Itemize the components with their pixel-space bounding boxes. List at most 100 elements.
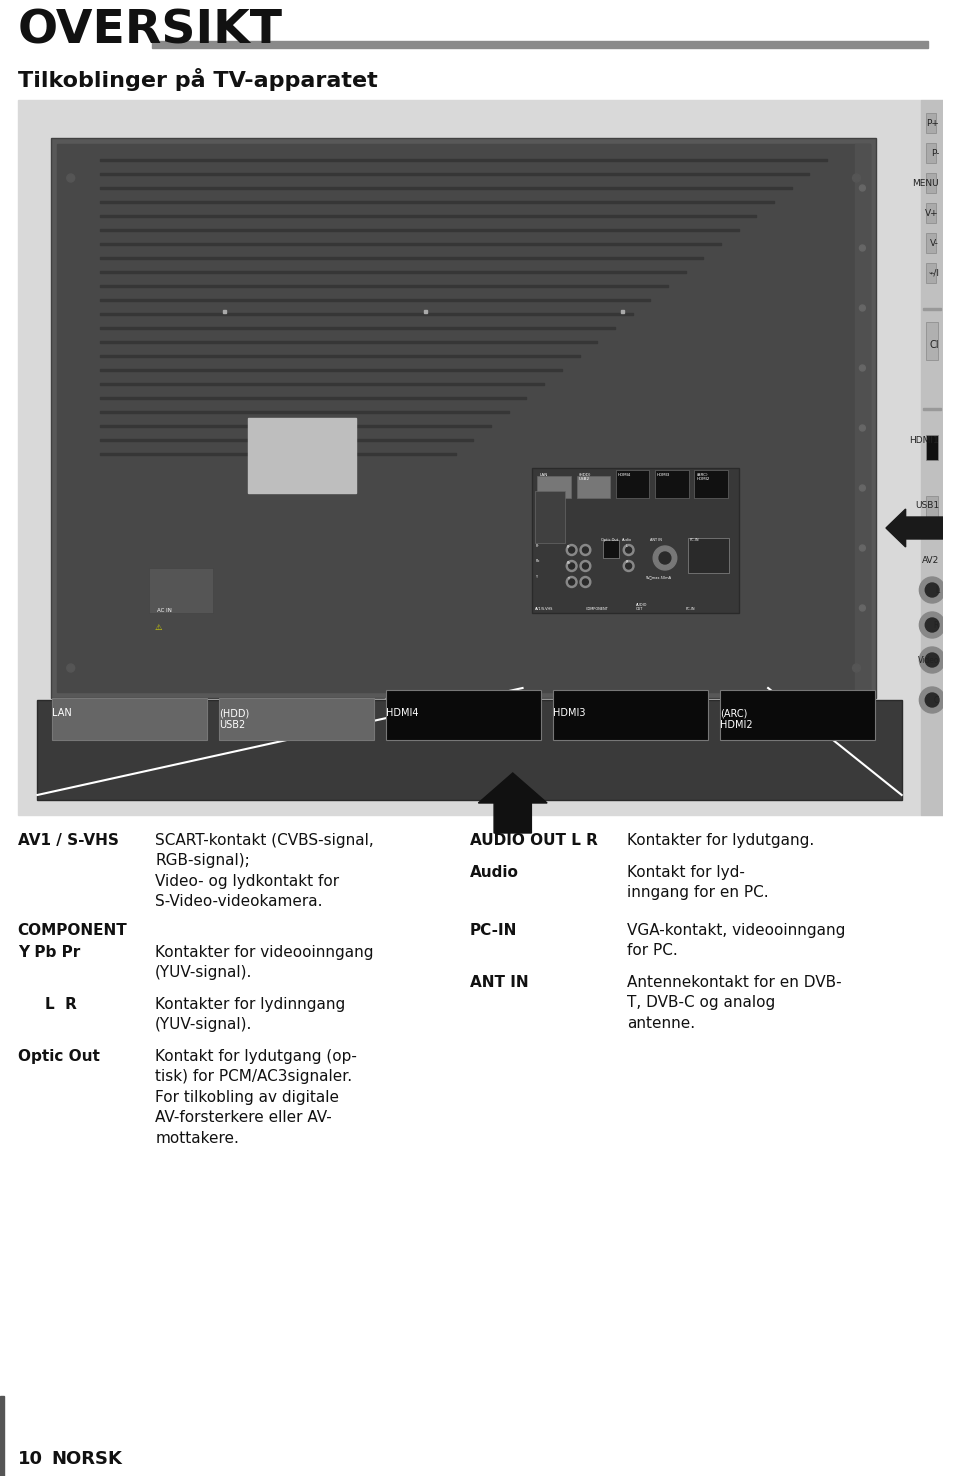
Bar — [100, 242, 721, 245]
Bar — [100, 158, 828, 161]
Circle shape — [566, 545, 577, 555]
Bar — [100, 313, 633, 314]
Bar — [223, 310, 226, 313]
Bar — [153, 41, 928, 49]
Circle shape — [566, 577, 577, 587]
Circle shape — [568, 548, 575, 554]
Bar — [922, 100, 943, 815]
Text: R: R — [626, 559, 628, 564]
Text: Antennekontakt for en DVB-
T, DVB-C og analog
antenne.: Antennekontakt for en DVB- T, DVB-C og a… — [627, 976, 841, 1030]
Text: AV1/S-VHS: AV1/S-VHS — [536, 607, 554, 611]
Text: P-: P- — [930, 149, 939, 158]
Text: ⌁/I: ⌁/I — [928, 269, 939, 277]
Text: 10: 10 — [17, 1449, 42, 1469]
Circle shape — [859, 245, 865, 251]
Text: Y Pb Pr: Y Pb Pr — [17, 945, 80, 959]
Text: ⚠: ⚠ — [155, 623, 161, 632]
Text: OVERSIKT: OVERSIKT — [17, 7, 282, 53]
Circle shape — [925, 694, 939, 707]
Text: Audio: Audio — [469, 865, 518, 880]
Text: ANT IN: ANT IN — [650, 537, 662, 542]
Text: HDMI3: HDMI3 — [553, 708, 586, 717]
Text: V-: V- — [930, 239, 939, 248]
Text: 5V⏜max.50mA: 5V⏜max.50mA — [645, 576, 671, 579]
Text: HDMI1: HDMI1 — [909, 435, 939, 444]
Text: CI: CI — [929, 339, 939, 350]
Bar — [100, 397, 526, 399]
Text: PC-IN: PC-IN — [685, 607, 695, 611]
Bar — [424, 310, 427, 313]
Bar — [616, 469, 649, 497]
Circle shape — [67, 664, 75, 672]
Text: MENU: MENU — [912, 179, 939, 187]
Bar — [926, 173, 936, 193]
Circle shape — [568, 562, 575, 570]
Circle shape — [583, 579, 588, 584]
Circle shape — [859, 306, 865, 311]
Bar — [694, 469, 728, 497]
Bar — [100, 186, 792, 189]
Text: Kontakt for lydutgang (op-
tisk) for PCM/AC3signaler.
For tilkobling av digitale: Kontakt for lydutgang (op- tisk) for PCM… — [156, 1049, 357, 1145]
Text: Pr: Pr — [536, 545, 539, 548]
Bar — [926, 233, 936, 252]
Circle shape — [920, 646, 945, 673]
Bar — [248, 418, 355, 493]
Bar — [100, 257, 704, 258]
Text: AUDIO
OUT: AUDIO OUT — [636, 604, 647, 611]
Bar — [100, 285, 668, 286]
Bar — [603, 540, 619, 558]
Circle shape — [623, 545, 634, 555]
Bar — [100, 201, 774, 204]
Text: Kontakt for lyd-
inngang for en PC.: Kontakt for lyd- inngang for en PC. — [627, 865, 768, 900]
Text: V+: V+ — [925, 208, 939, 217]
Circle shape — [583, 548, 588, 554]
Text: PC-IN: PC-IN — [689, 537, 699, 542]
Text: Pb: Pb — [536, 559, 540, 562]
Bar — [100, 173, 809, 176]
Bar — [621, 310, 624, 313]
Text: USB1: USB1 — [915, 500, 939, 509]
Text: (HDD)
USB2: (HDD) USB2 — [579, 472, 591, 481]
Bar — [926, 263, 936, 283]
Circle shape — [920, 577, 945, 604]
Circle shape — [920, 613, 945, 638]
Bar — [720, 689, 876, 739]
Text: AC IN: AC IN — [157, 608, 172, 613]
Circle shape — [626, 548, 632, 554]
Text: Y: Y — [566, 577, 569, 582]
Bar — [386, 689, 541, 739]
Bar — [854, 145, 871, 692]
Bar — [51, 137, 876, 698]
Text: COMPONENT: COMPONENT — [17, 922, 128, 939]
Bar — [37, 700, 901, 800]
FancyArrow shape — [478, 773, 547, 832]
Text: HDMI4: HDMI4 — [386, 708, 419, 717]
Text: Tilkoblinger på TV-apparatet: Tilkoblinger på TV-apparatet — [17, 68, 377, 92]
Bar — [533, 468, 738, 613]
Circle shape — [925, 652, 939, 667]
Circle shape — [566, 561, 577, 571]
Text: Optic Out: Optic Out — [17, 1049, 100, 1064]
Text: AV1 / S-VHS: AV1 / S-VHS — [17, 832, 118, 849]
Bar — [926, 322, 938, 360]
Text: HDMI4: HDMI4 — [618, 472, 631, 477]
Bar — [100, 453, 456, 455]
Bar — [926, 204, 936, 223]
Bar — [100, 229, 738, 232]
Bar — [924, 308, 941, 310]
Text: P+: P+ — [926, 118, 939, 127]
Bar — [52, 698, 207, 739]
Bar — [100, 270, 685, 273]
Bar — [655, 469, 688, 497]
Text: LAN: LAN — [52, 708, 72, 717]
Text: Pr: Pr — [566, 545, 570, 549]
Circle shape — [626, 562, 632, 570]
Circle shape — [653, 546, 677, 570]
Text: Audio: Audio — [622, 537, 632, 542]
Bar — [100, 354, 580, 357]
Text: Video: Video — [918, 655, 939, 664]
Circle shape — [859, 486, 865, 492]
Bar — [100, 369, 562, 370]
Circle shape — [859, 365, 865, 370]
Text: Optic Out: Optic Out — [601, 537, 618, 542]
